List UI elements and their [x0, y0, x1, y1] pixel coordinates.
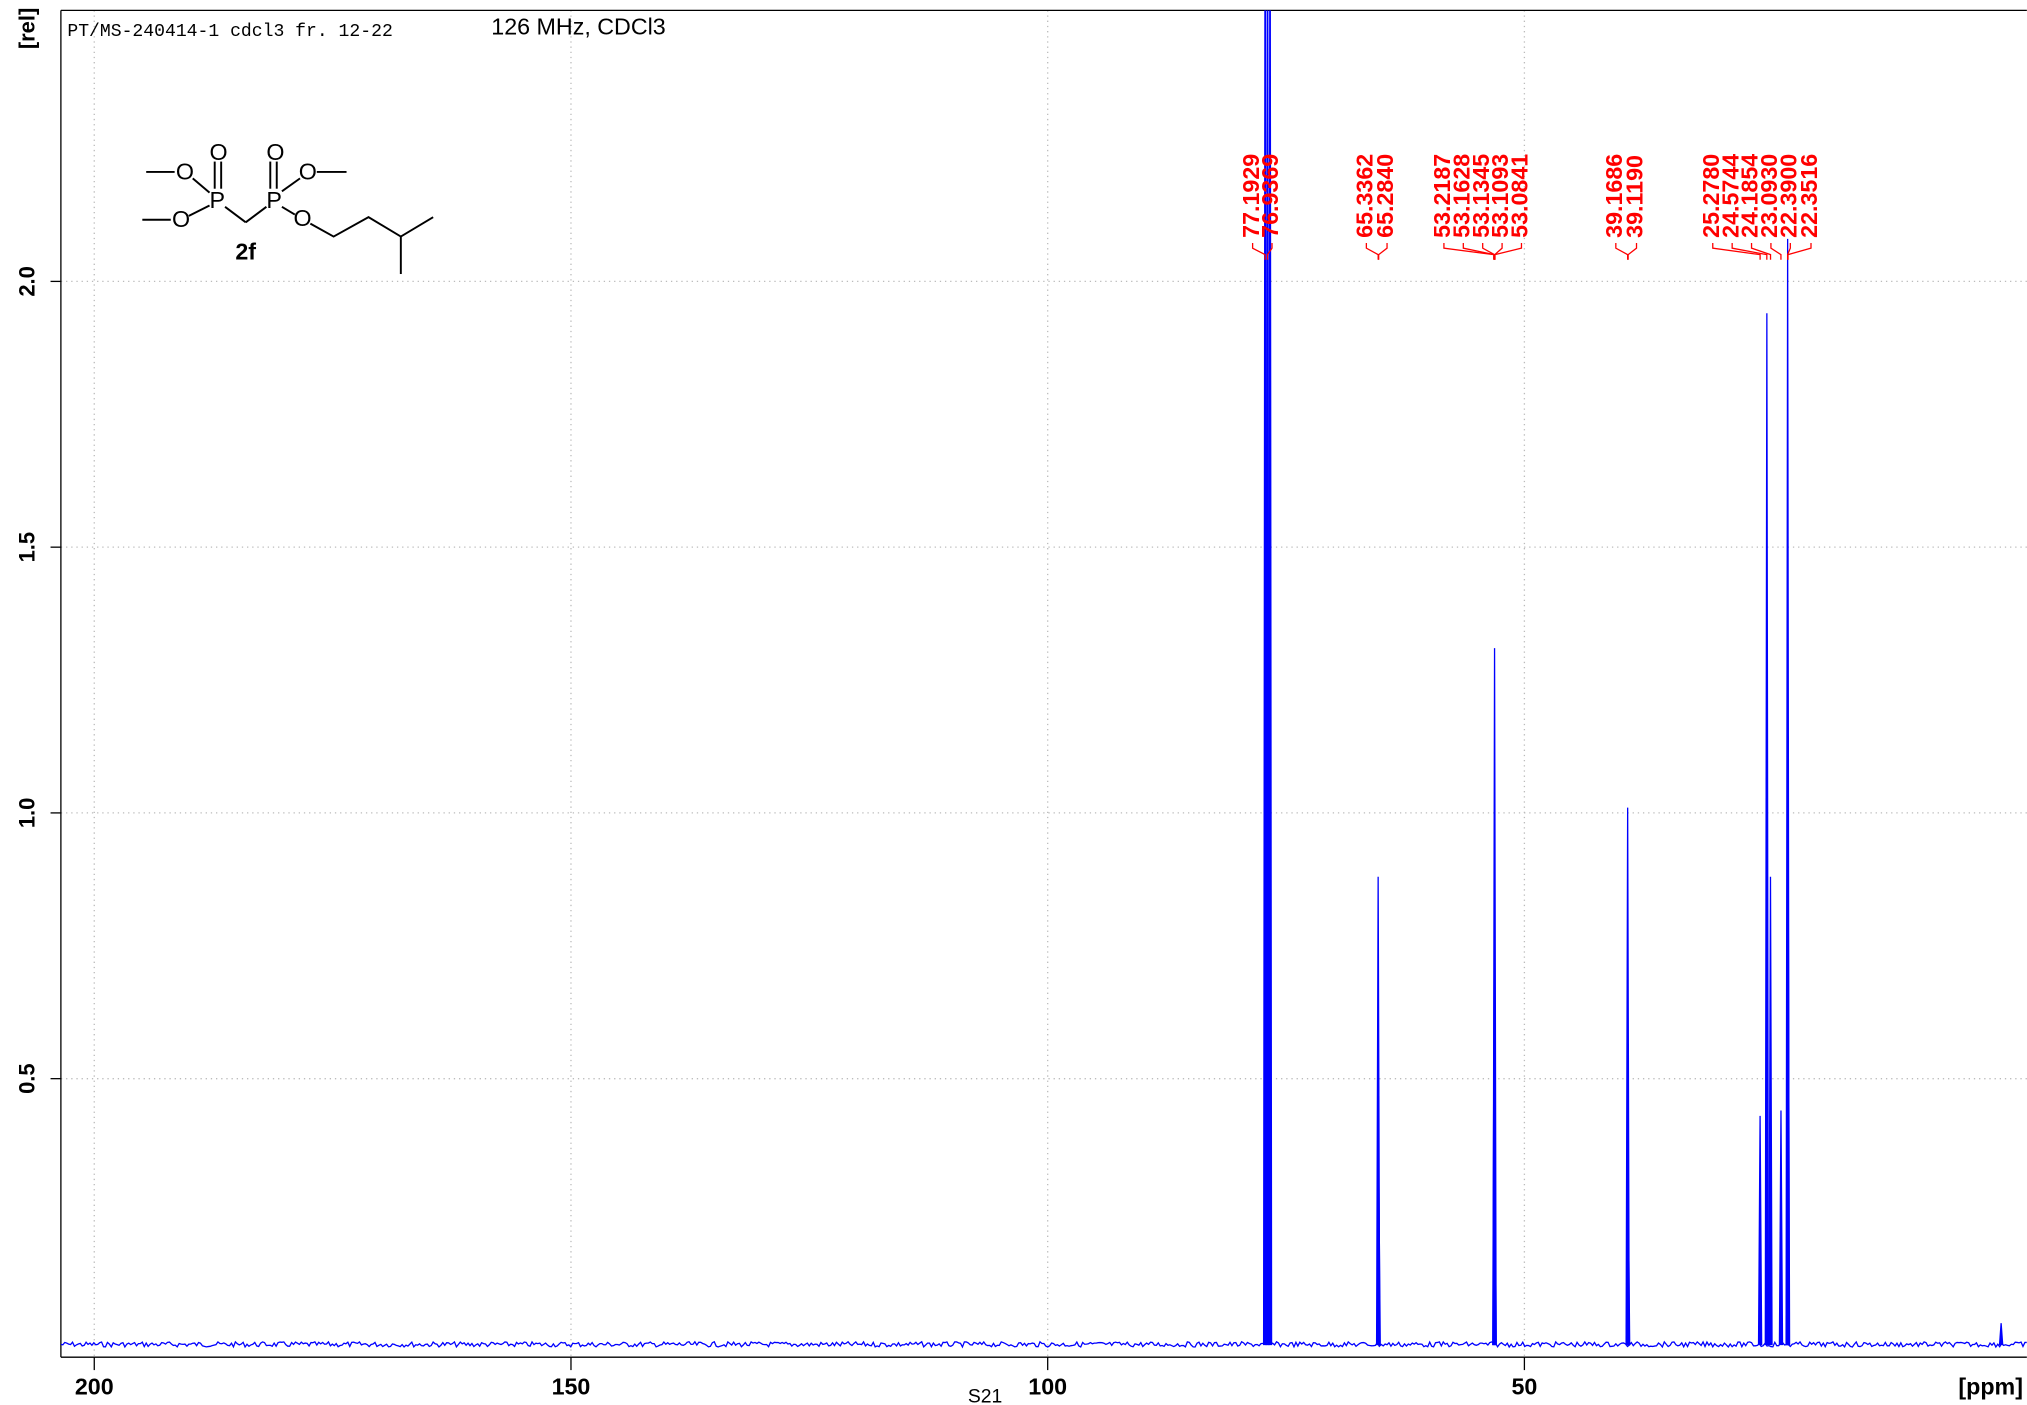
x-tick-label: 200: [75, 1373, 114, 1399]
peak-label: 53.0841: [1507, 154, 1533, 238]
x-tick-label: 50: [1511, 1373, 1537, 1399]
peak-label-connector: [1787, 242, 1812, 260]
peak-label: 23.0930: [1756, 154, 1782, 238]
peak: [1757, 1115, 1763, 1346]
peak-label-connector: [1770, 242, 1782, 260]
peak-label: 39.1190: [1622, 155, 1648, 238]
peak: [1764, 313, 1770, 1346]
y-axis-label: [rel]: [14, 8, 39, 50]
footer: S21: [968, 1385, 1002, 1405]
peak: [1625, 1184, 1631, 1346]
peak: [1785, 812, 1791, 1346]
peak-label-connector: [1378, 242, 1388, 260]
atom-label: O: [210, 139, 228, 165]
chart-title: 126 MHz, CDCl3: [491, 14, 665, 40]
peak: [1492, 1131, 1497, 1346]
atom-label: O: [176, 158, 194, 184]
peak-label: 53.2187: [1429, 154, 1455, 238]
grid: [60, 10, 2027, 1358]
x-tick-label: 150: [552, 1373, 591, 1399]
x-axis-label: [ppm]: [1958, 1373, 2023, 1399]
atom-label: O: [172, 206, 190, 232]
atom-label: O: [266, 139, 284, 165]
peak-label: 24.1854: [1737, 154, 1763, 238]
peak-label-connector: [1251, 242, 1266, 260]
peak-label: 22.3516: [1796, 154, 1822, 238]
y-tick-label: 0.5: [14, 1063, 39, 1094]
x-tick-label: 100: [1028, 1373, 1067, 1399]
peak: [1768, 876, 1773, 1346]
peak-label: 76.9369: [1257, 154, 1283, 238]
peak: [1998, 1323, 2004, 1346]
spectrum: [60, 10, 2027, 1349]
peak-label-connector: [1494, 242, 1523, 260]
peak-label-connector: [1731, 242, 1768, 260]
peak: [1376, 1169, 1381, 1346]
peak: [1778, 1110, 1784, 1346]
peak-label: 53.1093: [1487, 154, 1513, 238]
peak-label: 39.1686: [1601, 154, 1627, 238]
atom-label: O: [299, 158, 317, 184]
peak-label: 77.1929: [1238, 154, 1264, 238]
peak-label: 25.2780: [1698, 154, 1724, 238]
y-tick-label: 1.5: [14, 532, 39, 563]
peak-label: 65.2840: [1372, 154, 1398, 238]
atom-label: P: [266, 187, 282, 213]
peak-label-connector: [1627, 242, 1638, 260]
atom-label: O: [294, 205, 312, 231]
peak-label: 53.1345: [1468, 154, 1494, 238]
peak-label: 24.5744: [1717, 154, 1743, 238]
y-tick-label: 2.0: [14, 266, 39, 297]
compound-label: 2f: [235, 238, 256, 264]
structure: [142, 161, 434, 275]
peak-label-connector: [1712, 242, 1761, 260]
peak-label: 53.1628: [1448, 154, 1474, 238]
peak-label-connector: [1750, 242, 1772, 260]
atom-label: P: [210, 187, 226, 213]
subtitle: PT/MS-240414-1 cdcl3 fr. 12-22: [67, 22, 392, 42]
peak-label: 65.3362: [1352, 154, 1378, 238]
peak-label-connector: [1266, 242, 1273, 260]
y-tick-label: 1.0: [14, 798, 39, 829]
peak: [1267, 10, 1273, 1346]
baseline: [60, 1340, 2027, 1349]
peak-label: 22.3900: [1775, 154, 1801, 238]
